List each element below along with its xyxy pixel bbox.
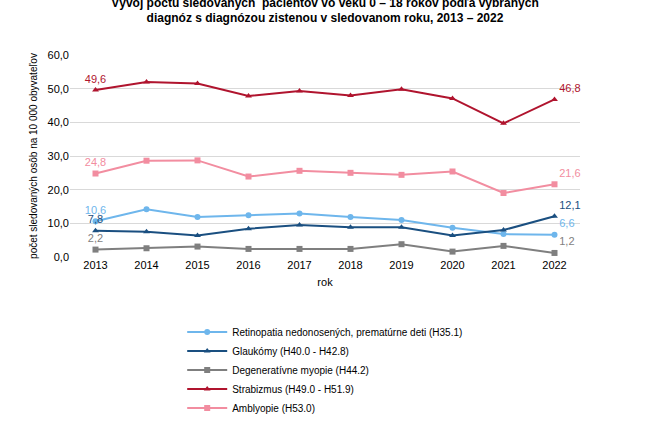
svg-text:2022: 2022: [542, 259, 566, 271]
svg-text:2014: 2014: [134, 259, 158, 271]
svg-text:24,8: 24,8: [85, 156, 106, 168]
svg-text:2018: 2018: [338, 259, 362, 271]
svg-text:60,0: 60,0: [48, 49, 69, 61]
svg-text:Glaukómy (H40.0 - H42.8): Glaukómy (H40.0 - H42.8): [232, 346, 349, 357]
svg-text:20,0: 20,0: [48, 184, 69, 196]
svg-text:2013: 2013: [83, 259, 107, 271]
svg-text:2016: 2016: [236, 259, 260, 271]
svg-text:0,0: 0,0: [54, 251, 69, 263]
svg-text:2,2: 2,2: [88, 232, 103, 244]
svg-text:6,6: 6,6: [559, 217, 574, 229]
svg-text:2020: 2020: [440, 259, 464, 271]
svg-text:12,1: 12,1: [559, 199, 580, 211]
svg-text:Vývoj počtu sledovaných pacie: Vývoj počtu sledovaných pacientov vo vek…: [111, 0, 538, 25]
svg-text:10,0: 10,0: [48, 217, 69, 229]
svg-text:7,8: 7,8: [88, 213, 103, 225]
svg-text:2017: 2017: [287, 259, 311, 271]
svg-text:Degeneratívne myopie (H44.2): Degeneratívne myopie (H44.2): [232, 365, 369, 376]
svg-text:49,6: 49,6: [85, 73, 106, 85]
svg-text:10,6: 10,6: [85, 204, 106, 216]
svg-text:počet sledovaných osôb na 10 0: počet sledovaných osôb na 10 000 obyvate…: [28, 53, 39, 259]
svg-text:40,0: 40,0: [48, 116, 69, 128]
svg-text:46,8: 46,8: [559, 82, 580, 94]
svg-text:2019: 2019: [389, 259, 413, 271]
svg-text:Strabizmus (H49.0 - H51.9): Strabizmus (H49.0 - H51.9): [232, 384, 354, 395]
svg-text:1,2: 1,2: [559, 235, 574, 247]
svg-text:30,0: 30,0: [48, 150, 69, 162]
svg-text:rok: rok: [317, 276, 333, 288]
svg-text:2021: 2021: [491, 259, 515, 271]
svg-text:50,0: 50,0: [48, 83, 69, 95]
svg-text:Retinopatia nedonosených, prem: Retinopatia nedonosených, prematúrne det…: [232, 327, 462, 338]
svg-text:21,6: 21,6: [559, 167, 580, 179]
svg-text:2015: 2015: [185, 259, 209, 271]
svg-text:Amblyopie (H53.0): Amblyopie (H53.0): [232, 403, 315, 414]
